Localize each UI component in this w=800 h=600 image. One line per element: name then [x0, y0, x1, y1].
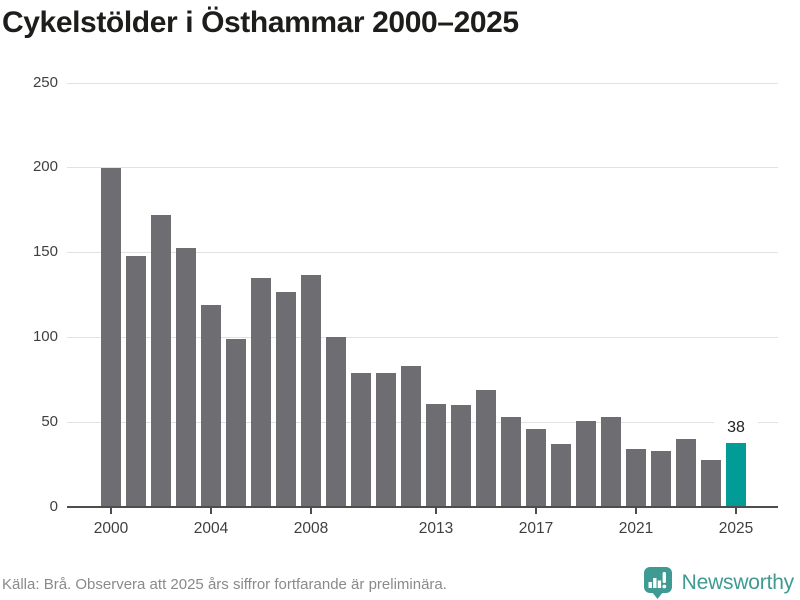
bar-2006 — [251, 278, 271, 507]
bar-2014 — [451, 405, 471, 507]
x-tick-label-2017: 2017 — [518, 520, 554, 537]
x-axis-line — [67, 506, 778, 508]
x-tick-label-2004: 2004 — [193, 520, 229, 537]
gridline-200 — [67, 167, 778, 169]
bar-2002 — [151, 215, 171, 507]
x-tick-2017 — [535, 508, 537, 514]
newsworthy-logo: Newsworthy — [643, 566, 794, 600]
x-tick-label-2008: 2008 — [293, 520, 329, 537]
bar-value-label-2025: 38 — [714, 418, 758, 438]
bar-2001 — [126, 256, 146, 507]
bar-2018 — [551, 444, 571, 507]
x-tick-2000 — [110, 508, 112, 514]
y-tick-label-250: 250 — [32, 73, 58, 91]
bar-2016 — [501, 417, 521, 507]
footer: Källa: Brå. Observera att 2025 års siffr… — [0, 566, 800, 600]
bar-2020 — [601, 417, 621, 507]
gridline-250 — [67, 82, 778, 84]
y-tick-label-0: 0 — [49, 497, 58, 515]
bar-2004 — [201, 305, 221, 507]
bar-2010 — [351, 373, 371, 507]
y-tick-label-200: 200 — [32, 158, 58, 176]
x-tick-2021 — [635, 508, 637, 514]
bar-2003 — [176, 248, 196, 507]
y-tick-label-50: 50 — [41, 412, 58, 430]
bar-2017 — [526, 429, 546, 507]
bar-2021 — [626, 449, 646, 507]
gridline-150 — [67, 252, 778, 254]
x-tick-label-2025: 2025 — [718, 520, 754, 537]
x-tick-2025 — [735, 508, 737, 514]
gridline-50 — [67, 421, 778, 423]
source-note: Källa: Brå. Observera att 2025 års siffr… — [2, 576, 447, 593]
x-tick-2008 — [310, 508, 312, 514]
bar-2009 — [326, 337, 346, 507]
y-tick-label-100: 100 — [32, 327, 58, 345]
bar-2005 — [226, 339, 246, 507]
bar-2019 — [576, 421, 596, 507]
bar-2025 — [726, 443, 746, 507]
bar-2000 — [101, 168, 121, 507]
x-tick-2013 — [435, 508, 437, 514]
bar-2012 — [401, 366, 421, 507]
chart-title: Cykelstölder i Östhammar 2000–2025 — [2, 6, 519, 39]
bar-2022 — [651, 451, 671, 507]
bar-2007 — [276, 292, 296, 507]
bar-2011 — [376, 373, 396, 507]
bar-2015 — [476, 390, 496, 507]
x-tick-2004 — [210, 508, 212, 514]
newsworthy-brand-text: Newsworthy — [681, 571, 795, 594]
x-tick-label-2000: 2000 — [93, 520, 129, 537]
bar-2024 — [701, 460, 721, 507]
x-tick-label-2021: 2021 — [618, 520, 654, 537]
x-tick-label-2013: 2013 — [418, 520, 454, 537]
bar-2013 — [426, 404, 446, 507]
y-tick-label-150: 150 — [32, 243, 58, 261]
newsworthy-logo-icon — [643, 567, 672, 599]
gridline-100 — [67, 336, 778, 338]
bar-2023 — [676, 439, 696, 507]
bar-2008 — [301, 275, 321, 507]
